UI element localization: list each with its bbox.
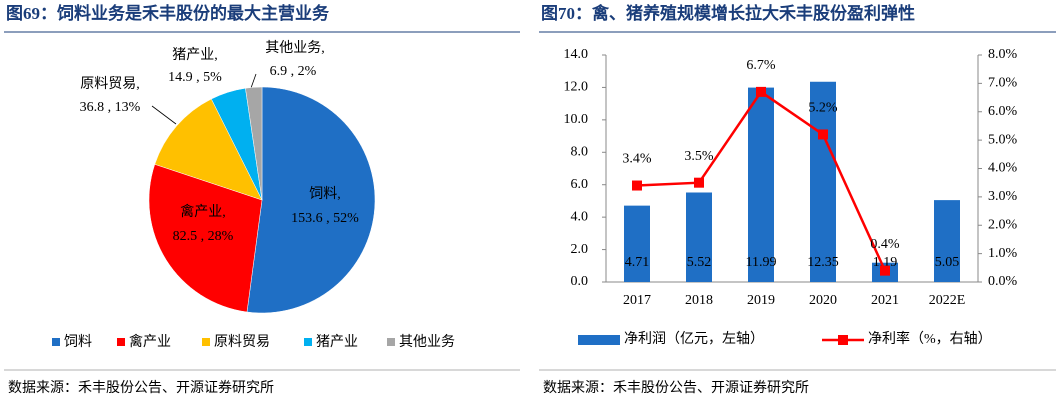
y2-tick-label: 1.0% — [988, 246, 1018, 261]
legend-swatch — [117, 338, 125, 346]
legend-label: 猪产业 — [316, 334, 358, 350]
leader-line — [250, 73, 257, 89]
legend-label: 净利率（%，右轴） — [868, 330, 992, 347]
y-tick-label: 10.0 — [564, 112, 589, 127]
line-value-label: 3.4% — [622, 152, 652, 167]
bar — [624, 205, 650, 282]
x-tick-label: 2021 — [871, 293, 899, 308]
x-tick-label: 2022E — [929, 293, 966, 308]
y2-tick-label: 4.0% — [988, 161, 1018, 176]
line-marker — [632, 180, 642, 191]
slice-label: 禽产业, — [180, 203, 226, 220]
x-tick-label: 2019 — [747, 293, 775, 308]
legend-label: 其他业务 — [399, 334, 455, 350]
slice-value-label: 82.5 , 28% — [173, 229, 234, 244]
source: 数据来源：禾丰股份公告、开源证券研究所 — [8, 380, 274, 396]
y-tick-label: 0.0 — [571, 274, 589, 289]
slice-value-label: 6.9 , 2% — [270, 64, 317, 79]
x-tick-label: 2020 — [809, 293, 837, 308]
bar — [934, 200, 960, 282]
y2-tick-label: 5.0% — [988, 132, 1018, 147]
bar-value-label: 5.05 — [935, 255, 960, 270]
line-marker — [818, 129, 828, 140]
y-tick-label: 8.0 — [571, 145, 589, 160]
slice-value-label: 36.8 , 13% — [80, 100, 141, 115]
legend-swatch — [387, 338, 395, 346]
line-value-label: 3.5% — [684, 149, 714, 164]
y2-tick-label: 6.0% — [988, 104, 1018, 119]
line-marker — [756, 86, 766, 97]
line-value-label: 0.4% — [870, 237, 900, 252]
bar — [686, 192, 712, 282]
line-marker — [694, 177, 704, 188]
pie-slice — [154, 98, 263, 201]
line-value-label: 6.7% — [746, 58, 776, 73]
legend-label: 禽产业 — [129, 333, 171, 350]
bar-value-label: 11.99 — [746, 255, 777, 270]
chart-title: 图69：饲料业务是禾丰股份的最大主营业务 — [6, 3, 330, 23]
chart-title: 图70：禽、猪养殖规模增长拉大禾丰股份盈利弹性 — [541, 3, 915, 23]
legend-swatch — [52, 338, 60, 346]
legend-swatch — [304, 338, 312, 346]
slice-value-label: 14.9 , 5% — [168, 70, 222, 85]
legend-swatch — [838, 335, 848, 345]
legend-label: 原料贸易 — [214, 334, 270, 350]
legend-swatch — [578, 335, 620, 345]
y2-tick-label: 2.0% — [988, 217, 1018, 232]
y2-tick-label: 3.0% — [988, 189, 1018, 204]
y2-tick-label: 7.0% — [988, 76, 1018, 91]
bar-value-label: 4.71 — [625, 255, 650, 270]
y-tick-label: 6.0 — [571, 177, 589, 192]
legend-swatch — [202, 338, 210, 346]
slice-label: 其他业务, — [265, 40, 325, 56]
slice-label: 原料贸易, — [80, 76, 140, 92]
bar-value-label: 5.52 — [687, 255, 712, 270]
y2-tick-label: 0.0% — [988, 274, 1018, 289]
slice-value-label: 153.6 , 52% — [291, 211, 359, 226]
bar — [810, 81, 836, 282]
pie-slice — [148, 163, 263, 313]
y-tick-label: 12.0 — [564, 80, 589, 95]
bar — [748, 87, 774, 282]
line-value-label: 5.2% — [808, 101, 838, 116]
y2-tick-label: 8.0% — [988, 47, 1018, 62]
pie-slice — [246, 86, 376, 314]
slice-label: 饲料, — [309, 186, 341, 202]
y-tick-label: 14.0 — [564, 47, 589, 62]
x-tick-label: 2018 — [685, 293, 713, 308]
leader-line — [151, 105, 177, 125]
slice-label: 猪产业, — [172, 47, 218, 63]
legend-label: 饲料 — [64, 334, 92, 350]
y-tick-label: 2.0 — [571, 242, 589, 257]
pie-slice — [245, 86, 263, 201]
source: 数据来源：禾丰股份公告、开源证券研究所 — [543, 380, 809, 396]
x-tick-label: 2017 — [623, 293, 651, 308]
line-marker — [880, 265, 890, 276]
legend-label: 净利润（亿元，左轴） — [624, 331, 764, 347]
y-tick-label: 4.0 — [571, 209, 589, 224]
bar-value-label: 12.35 — [807, 255, 839, 270]
